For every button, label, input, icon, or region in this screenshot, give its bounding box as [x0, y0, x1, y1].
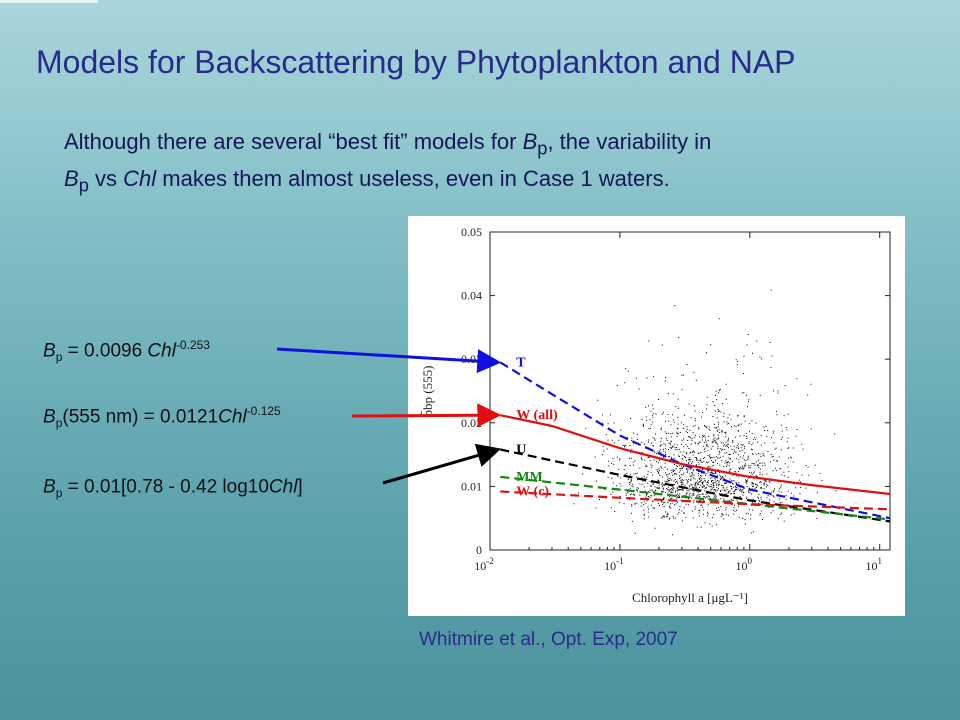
x-tick-label: 101 — [865, 556, 882, 573]
eq-w-sub: p — [55, 416, 63, 431]
arrow-u — [382, 443, 502, 485]
eq-t-sup: -0.253 — [175, 338, 210, 352]
subtitle-text-4: makes them almost useless, even in Case … — [156, 166, 670, 192]
eq-w-mid: (555 nm) = 0.0121 — [62, 406, 219, 428]
y-axis-label: b̃bp (555) — [420, 366, 435, 417]
eq-u-chl: Chl — [268, 476, 298, 498]
series-line-2 — [500, 448, 891, 523]
series-label-3: MM — [516, 470, 542, 485]
y-tick-label: 0.05 — [461, 225, 482, 239]
series-line-4 — [500, 490, 891, 511]
series-line-3 — [500, 475, 891, 521]
eq-t-sub: p — [55, 350, 63, 365]
x-tick-label: 100 — [736, 556, 753, 573]
arrow-w — [351, 403, 502, 428]
citation: Whitmire et al., Opt. Exp, 2007 — [419, 629, 678, 650]
y-tick-label: 0 — [476, 543, 482, 557]
subtitle-bp-1-sub: p — [537, 137, 548, 159]
x-tick-label: 10-2 — [474, 556, 494, 573]
eq-w-b: B — [43, 406, 56, 428]
subtitle-bp-2: B — [64, 166, 79, 192]
eq-t-b: B — [43, 340, 56, 362]
series-label-0: T — [516, 355, 526, 370]
y-tick-label: 0.01 — [461, 479, 482, 493]
subtitle-text-1: Although there are several “best fit” mo… — [64, 129, 523, 154]
subtitle-text-3: vs — [88, 166, 124, 192]
arrow-t — [276, 347, 502, 374]
corner-accent — [0, 0, 98, 3]
eq-u-tail: ] — [297, 476, 303, 498]
subtitle-chl: Chl — [123, 166, 157, 192]
series-label-1: W (all) — [516, 408, 558, 423]
slide-title: Models for Backscattering by Phytoplankt… — [36, 44, 796, 80]
eq-t-chl: Chl — [147, 340, 176, 362]
series-label-2: U — [516, 443, 526, 458]
eq-w-sup: -0.125 — [246, 404, 281, 418]
eq-t-mid: = 0.0096 — [62, 340, 148, 362]
equation-w: Bp(555 nm) = 0.0121Chl-0.125 — [43, 404, 281, 430]
eq-w-chl: Chl — [218, 406, 247, 428]
x-axis-label: Chlorophyll a [μgL⁻¹] — [632, 590, 748, 605]
plot-frame — [489, 231, 891, 551]
eq-u-sub: p — [55, 486, 63, 501]
series-label-4: W (c) — [516, 484, 549, 499]
eq-u-b: B — [43, 476, 56, 498]
x-tick-label: 10-1 — [604, 556, 624, 573]
y-tick-label: 0.04 — [461, 289, 482, 303]
series-line-1 — [500, 414, 891, 496]
equation-t: Bp = 0.0096 Chl-0.253 — [43, 338, 210, 364]
subtitle-text-2: , the variability in — [547, 129, 712, 154]
y-tick-label: 0.02 — [461, 416, 482, 430]
series-line-0 — [499, 361, 891, 520]
slide-subtitle: Although there are several “best fit” mo… — [64, 126, 864, 201]
subtitle-bp-1: B — [522, 129, 538, 154]
subtitle-bp-2-sub: p — [78, 174, 89, 196]
eq-u-mid: = 0.01[0.78 - 0.42 log10 — [62, 476, 269, 498]
equation-u: Bp = 0.01[0.78 - 0.42 log10Chl] — [43, 474, 303, 500]
